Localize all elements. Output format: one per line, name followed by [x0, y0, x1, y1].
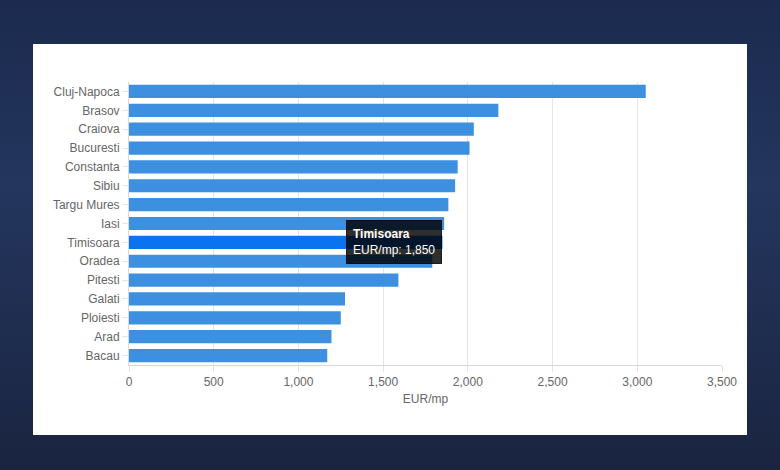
svg-text:3,500: 3,500: [707, 375, 737, 389]
svg-text:Ploiesti: Ploiesti: [81, 311, 120, 325]
svg-text:Targu Mures: Targu Mures: [53, 198, 120, 212]
svg-text:Craiova: Craiova: [78, 122, 120, 136]
svg-text:1,500: 1,500: [368, 375, 398, 389]
svg-text:Brasov: Brasov: [82, 104, 119, 118]
svg-text:1,000: 1,000: [283, 375, 313, 389]
svg-text:2,500: 2,500: [538, 375, 568, 389]
svg-text:Arad: Arad: [94, 330, 119, 344]
svg-text:Pitesti: Pitesti: [87, 273, 120, 287]
svg-text:0: 0: [126, 375, 133, 389]
svg-text:Iasi: Iasi: [101, 217, 120, 231]
svg-text:Oradea: Oradea: [80, 254, 120, 268]
svg-text:Galati: Galati: [88, 292, 119, 306]
svg-text:Sibiu: Sibiu: [93, 179, 120, 193]
svg-text:TimisoaraEUR/mp: 1,850: TimisoaraEUR/mp: 1,850: [353, 227, 435, 257]
svg-text:2,000: 2,000: [453, 375, 483, 389]
svg-text:Bucuresti: Bucuresti: [70, 141, 120, 155]
svg-text:3,000: 3,000: [622, 375, 652, 389]
svg-text:Bacau: Bacau: [86, 349, 120, 363]
svg-text:Timisoara: Timisoara: [67, 236, 120, 250]
svg-text:EUR/mp: EUR/mp: [403, 392, 449, 406]
svg-text:500: 500: [204, 375, 224, 389]
svg-text:Cluj-Napoca: Cluj-Napoca: [54, 85, 120, 99]
svg-text:Constanta: Constanta: [65, 160, 120, 174]
